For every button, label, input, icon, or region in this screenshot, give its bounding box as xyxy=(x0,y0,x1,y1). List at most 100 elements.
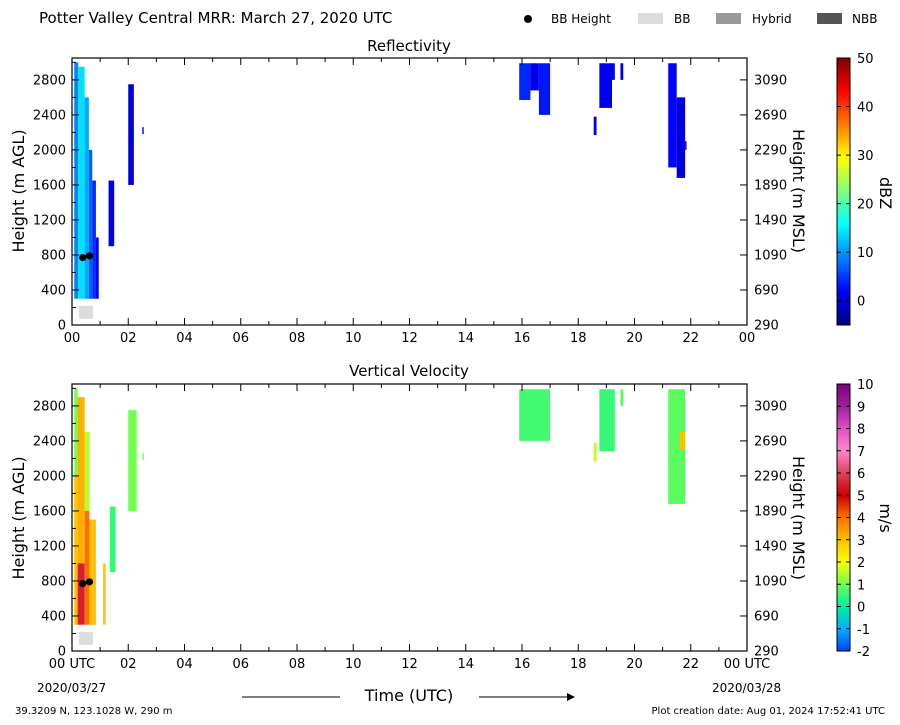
y-tick-label: 2400 xyxy=(33,108,66,123)
x-tick-label: 10 xyxy=(345,657,362,672)
echo-cell xyxy=(88,149,93,299)
x-tick-label: 08 xyxy=(289,331,306,346)
x-tick-label: 00 xyxy=(739,331,756,346)
y2-tick-label: 290 xyxy=(754,319,779,334)
x-tick-label: 10 xyxy=(345,331,362,346)
colorbar-tick-label: 50 xyxy=(857,52,874,67)
echo-cell xyxy=(679,432,686,450)
y2-tick-labels: 290 690 1090 1490 1890 2290 2690 3090 xyxy=(740,73,787,334)
y2-tick-label: 2690 xyxy=(754,108,787,123)
colorbar-tick-label: 8 xyxy=(857,423,865,438)
panel-title-vertical-velocity: Vertical Velocity xyxy=(349,362,469,380)
panel-title-reflectivity: Reflectivity xyxy=(367,37,451,55)
legend-marker-bb-height xyxy=(524,15,532,23)
y-tick-label: 1200 xyxy=(33,539,66,554)
colorbar-tick-label: -1 xyxy=(857,623,870,638)
colorbar-tick-label: 10 xyxy=(857,246,874,261)
x-tick-label: 18 xyxy=(570,331,587,346)
x-tick-label: 08 xyxy=(289,657,306,672)
legend-label-nbb: NBB xyxy=(852,12,877,26)
colorbar-label-ms: m/s xyxy=(876,503,895,532)
y2-tick-label: 290 xyxy=(754,645,779,660)
y-tick-label: 2000 xyxy=(33,143,66,158)
colorbar-tick-label: 9 xyxy=(857,400,865,415)
echo-cell xyxy=(668,63,677,168)
echo-cell xyxy=(593,442,597,462)
legend-label-bb: BB xyxy=(674,12,690,26)
legend-swatch-bb xyxy=(638,13,663,24)
bb-height-points xyxy=(79,578,94,588)
y2-tick-label: 3090 xyxy=(754,73,787,88)
y2-tick-label: 690 xyxy=(754,609,779,624)
velocity-echoes xyxy=(74,388,686,625)
y-tick-label: 0 xyxy=(58,319,66,334)
echo-cell xyxy=(612,63,615,80)
y2-axis-label: Height (m MSL) xyxy=(789,129,808,253)
y-tick-label: 1200 xyxy=(33,213,66,228)
x-tick-labels: 00 UTC 02 04 06 08 10 12 14 16 18 20 22 00 UTC xyxy=(49,384,770,672)
colorbar-tick-label: 3 xyxy=(857,534,865,549)
echo-cell xyxy=(530,63,539,91)
echo-cell xyxy=(128,84,134,185)
plot-frame xyxy=(71,57,748,326)
y-tick-label: 2400 xyxy=(33,434,66,449)
echo-cell xyxy=(102,563,106,625)
bb-type-marker xyxy=(79,631,94,645)
colorbar-tick-label: 40 xyxy=(857,101,874,116)
x-tick-label: 06 xyxy=(232,657,249,672)
x-tick-label: 22 xyxy=(682,657,699,672)
x-tick-label: 16 xyxy=(514,331,531,346)
colorbar-tick-label: 7 xyxy=(857,445,865,460)
x-tick-label: 00 UTC xyxy=(49,657,95,672)
x-tick-label: 04 xyxy=(176,657,193,672)
y-tick-labels: 0 400 800 1200 1600 2000 2400 2800 xyxy=(33,61,79,334)
y2-tick-label: 1090 xyxy=(754,574,787,589)
end-date: 2020/03/28 xyxy=(712,681,781,695)
echo-cell xyxy=(142,127,144,135)
y2-tick-label: 1890 xyxy=(754,178,787,193)
y2-tick-label: 1490 xyxy=(754,213,787,228)
arrow-right-icon xyxy=(567,693,575,701)
plot-frame xyxy=(71,383,748,652)
colorbar-tick-label: -2 xyxy=(857,645,870,660)
echo-cell xyxy=(74,388,78,476)
echo-cell xyxy=(84,97,89,299)
echo-cell xyxy=(95,237,99,299)
echo-cell xyxy=(74,475,78,625)
y-tick-label: 0 xyxy=(58,645,66,660)
legend-label-hybrid: Hybrid xyxy=(752,12,792,26)
y-axis-label: Height (m AGL) xyxy=(9,456,28,579)
x-tick-label: 00 UTC xyxy=(724,657,770,672)
echo-cell xyxy=(109,506,116,573)
y-tick-label: 400 xyxy=(41,609,66,624)
y2-tick-label: 1490 xyxy=(754,539,787,554)
y-tick-label: 2800 xyxy=(33,73,66,88)
bb-height-points xyxy=(79,252,94,262)
echo-cell xyxy=(519,389,551,441)
colorbar-tick-label: 2 xyxy=(857,556,865,571)
y-tick-label: 800 xyxy=(41,574,66,589)
start-date: 2020/03/27 xyxy=(37,681,106,695)
echo-cell xyxy=(77,397,85,564)
legend-swatch-hybrid xyxy=(716,13,741,24)
x-tick-label: 18 xyxy=(570,657,587,672)
y-tick-label: 2000 xyxy=(33,469,66,484)
station-coordinates: 39.3209 N, 123.1028 W, 290 m xyxy=(15,706,173,717)
x-tick-label: 12 xyxy=(401,331,418,346)
x-tick-label: 14 xyxy=(457,657,474,672)
y2-tick-label: 3090 xyxy=(754,399,787,414)
y-tick-label: 2800 xyxy=(33,399,66,414)
colorbar-ticks: -2 -1 0 1 2 3 4 5 6 7 8 9 10 xyxy=(837,378,874,660)
x-tick-label: 12 xyxy=(401,657,418,672)
echo-cell xyxy=(77,563,85,625)
y2-axis-label: Height (m MSL) xyxy=(789,456,808,580)
vertical-velocity-panel: Vertical Velocity 00 UTC 02 04 06 08 10 12 14 16… xyxy=(9,362,895,672)
colorbar-label-dbz: dBZ xyxy=(876,177,895,209)
x-tick-label: 00 xyxy=(64,331,81,346)
y2-tick-label: 690 xyxy=(754,283,779,298)
y-tick-labels: 0 400 800 1200 1600 2000 2400 2800 xyxy=(33,387,79,660)
echo-cell xyxy=(108,180,115,247)
y-tick-label: 400 xyxy=(41,283,66,298)
echo-cell xyxy=(92,180,96,299)
